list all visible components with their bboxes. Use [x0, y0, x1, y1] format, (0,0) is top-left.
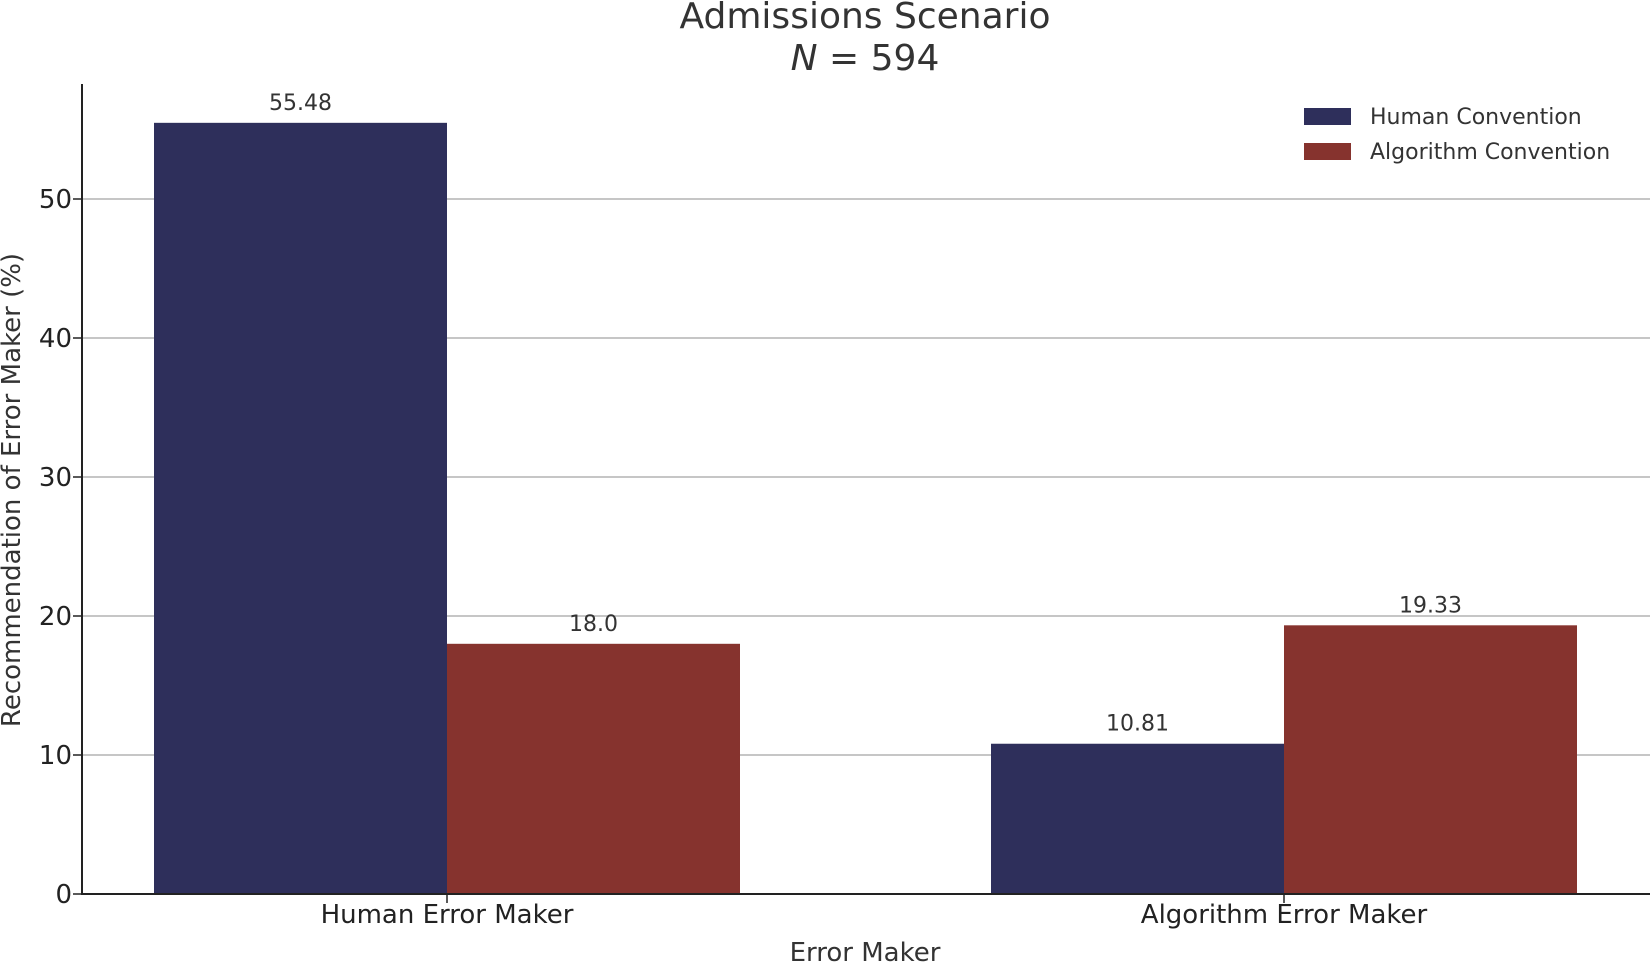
x-ticks: Human Error Maker Algorithm Error Maker [321, 894, 1428, 930]
y-axis-label: Recommendation of Error Maker (%) [0, 253, 27, 727]
y-tick-label: 10 [39, 741, 72, 771]
data-labels: 55.48 10.81 18.0 19.33 [269, 91, 1462, 737]
chart-subtitle: N = 594 [791, 38, 940, 79]
bar-human-convention-1 [991, 743, 1284, 894]
x-tick-label: Human Error Maker [321, 900, 574, 930]
x-tick-label: Algorithm Error Maker [1141, 900, 1428, 930]
y-tick-label: 50 [39, 185, 72, 215]
x-axis-label: Error Maker [790, 938, 941, 962]
legend-swatch-1 [1304, 143, 1351, 160]
chart-title: Admissions Scenario [680, 0, 1051, 37]
bar-value-label: 19.33 [1399, 593, 1462, 618]
y-tick-label: 40 [39, 324, 72, 354]
y-ticks: 0 10 20 30 40 50 [39, 185, 82, 910]
y-tick-label: 20 [39, 602, 72, 632]
legend-swatch-0 [1304, 108, 1351, 125]
y-tick-label: 0 [55, 880, 72, 910]
bar-value-label: 55.48 [269, 91, 332, 116]
bar-algorithm-convention-1 [1284, 625, 1577, 894]
subtitle-value: = 594 [818, 38, 940, 79]
bars [154, 122, 1577, 894]
y-tick-label: 30 [39, 463, 72, 493]
legend-label: Algorithm Convention [1370, 140, 1610, 165]
bar-value-label: 10.81 [1106, 712, 1169, 737]
bar-algorithm-convention-0 [447, 643, 740, 894]
legend: Human Convention Algorithm Convention [1304, 105, 1610, 165]
legend-label: Human Convention [1370, 105, 1582, 130]
bar-human-convention-0 [154, 122, 447, 894]
subtitle-variable: N [791, 38, 818, 79]
bar-value-label: 18.0 [569, 612, 618, 637]
